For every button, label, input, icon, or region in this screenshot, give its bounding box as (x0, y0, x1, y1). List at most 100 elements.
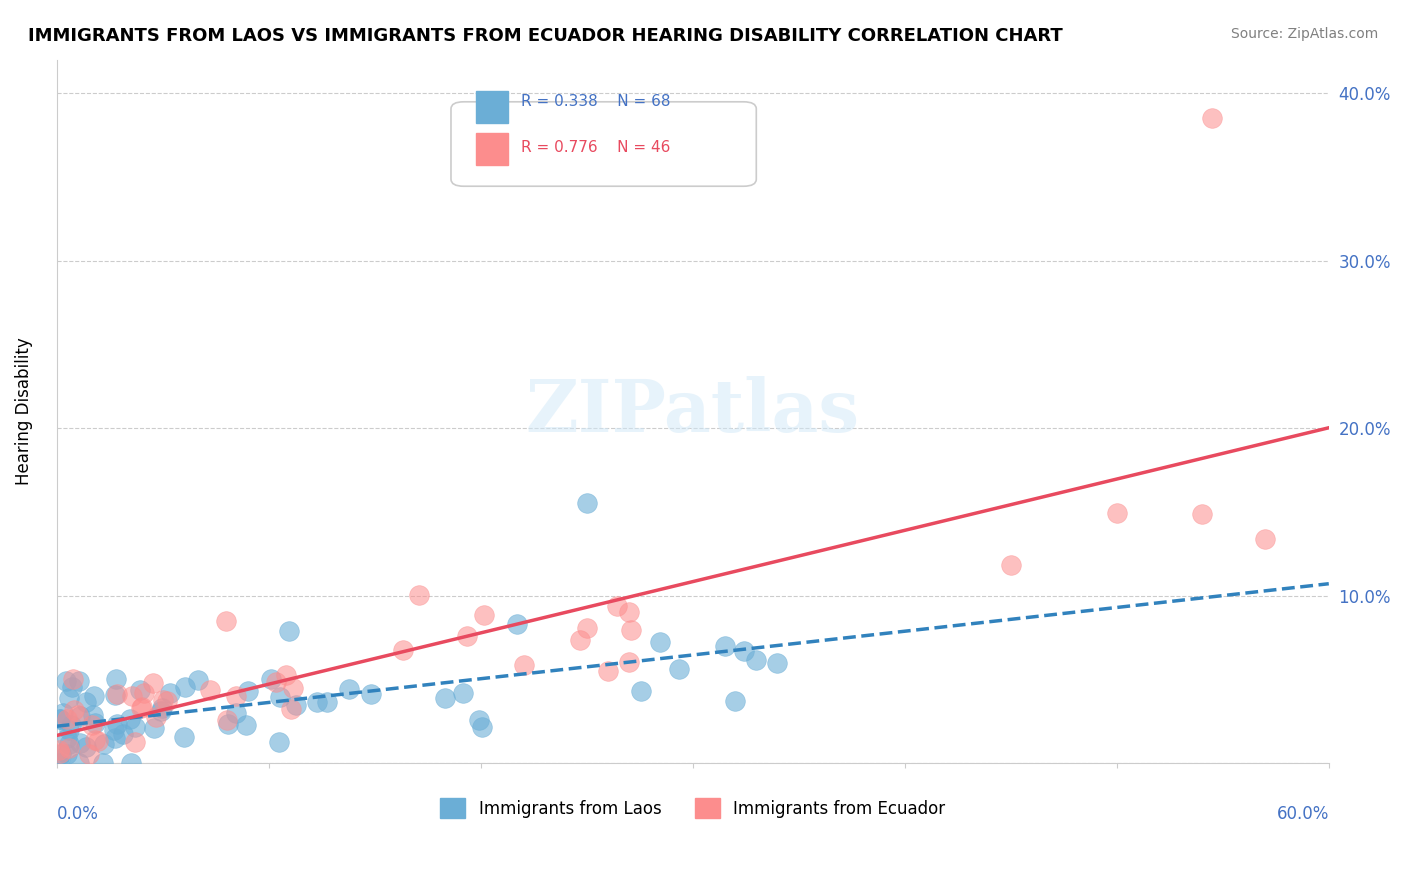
Point (48, 712, 70, 726)
Point (714, 639, 737, 653)
Point (67, 673, 90, 688)
Text: R = 0.338    N = 68: R = 0.338 N = 68 (522, 95, 671, 110)
Point (62, 672, 84, 686)
Point (67, 756, 90, 771)
Point (52, 706, 75, 721)
Point (217, 717, 239, 731)
Point (149, 704, 172, 718)
Point (280, 702, 302, 716)
FancyBboxPatch shape (477, 91, 508, 123)
Point (84, 732, 107, 747)
Point (619, 656, 641, 670)
Point (152, 693, 174, 707)
Point (337, 682, 360, 697)
Point (60, 680, 83, 694)
Legend: Immigrants from Laos, Immigrants from Ecuador: Immigrants from Laos, Immigrants from Ec… (433, 791, 952, 825)
Point (104, 731, 127, 745)
Point (58, 740, 80, 755)
Text: IMMIGRANTS FROM LAOS VS IMMIGRANTS FROM ECUADOR HEARING DISABILITY CORRELATION C: IMMIGRANTS FROM LAOS VS IMMIGRANTS FROM … (28, 27, 1063, 45)
Point (129, 682, 152, 697)
Point (59, 718, 82, 732)
Point (107, 687, 129, 701)
Point (112, 727, 135, 741)
Point (606, 599, 628, 613)
Point (124, 720, 146, 734)
Point (315, 695, 337, 709)
Point (198, 682, 221, 697)
Point (470, 720, 492, 734)
Point (1201, 112, 1223, 126)
Text: R = 0.776    N = 46: R = 0.776 N = 46 (522, 140, 671, 155)
Point (173, 680, 195, 694)
Point (49, 747, 72, 761)
Point (215, 713, 238, 727)
Point (506, 616, 529, 631)
Point (145, 710, 167, 724)
Text: 0.0%: 0.0% (56, 805, 98, 823)
Point (745, 653, 768, 667)
Point (264, 675, 287, 690)
Point (87, 734, 110, 748)
Point (456, 629, 478, 643)
Point (134, 686, 156, 700)
Point (75, 695, 97, 709)
Point (472, 607, 495, 622)
Point (56, 712, 79, 726)
Point (307, 695, 329, 709)
FancyBboxPatch shape (451, 102, 756, 186)
Point (225, 690, 247, 704)
Point (159, 686, 181, 700)
Point (58, 691, 80, 706)
Point (83, 690, 105, 704)
Point (1254, 532, 1277, 546)
Point (1191, 507, 1213, 521)
Point (105, 672, 128, 686)
Point (596, 664, 619, 678)
Point (408, 588, 430, 602)
Point (80, 718, 103, 732)
Text: 60.0%: 60.0% (1277, 805, 1329, 823)
Point (121, 689, 143, 703)
Point (124, 735, 146, 749)
Point (49, 712, 72, 726)
Point (269, 735, 291, 749)
Point (569, 632, 592, 647)
Point (225, 706, 247, 720)
Point (118, 712, 141, 726)
Point (235, 717, 257, 731)
Point (277, 624, 299, 638)
Y-axis label: Hearing Disability: Hearing Disability (15, 337, 32, 485)
Point (630, 684, 652, 698)
Point (276, 668, 298, 682)
Point (215, 614, 238, 628)
Point (650, 635, 672, 649)
Point (142, 676, 165, 690)
Point (56, 731, 79, 745)
Text: ZIPatlas: ZIPatlas (526, 376, 859, 447)
Point (105, 717, 128, 731)
Point (187, 673, 209, 687)
Point (143, 721, 166, 735)
Point (48, 743, 70, 757)
Point (1105, 506, 1128, 520)
Point (260, 672, 283, 686)
Point (93, 737, 115, 751)
Point (75, 739, 97, 754)
Point (55, 674, 77, 689)
Point (131, 701, 153, 715)
Point (668, 662, 690, 676)
Point (467, 713, 489, 727)
Point (434, 690, 457, 705)
Point (67, 708, 90, 723)
Point (236, 683, 259, 698)
Point (91, 756, 114, 771)
Point (513, 657, 536, 672)
Point (575, 621, 598, 635)
Point (58, 737, 80, 751)
Point (104, 689, 127, 703)
Point (69, 709, 91, 723)
Point (173, 730, 195, 744)
Point (733, 644, 755, 658)
Point (766, 656, 789, 670)
Point (150, 701, 173, 715)
